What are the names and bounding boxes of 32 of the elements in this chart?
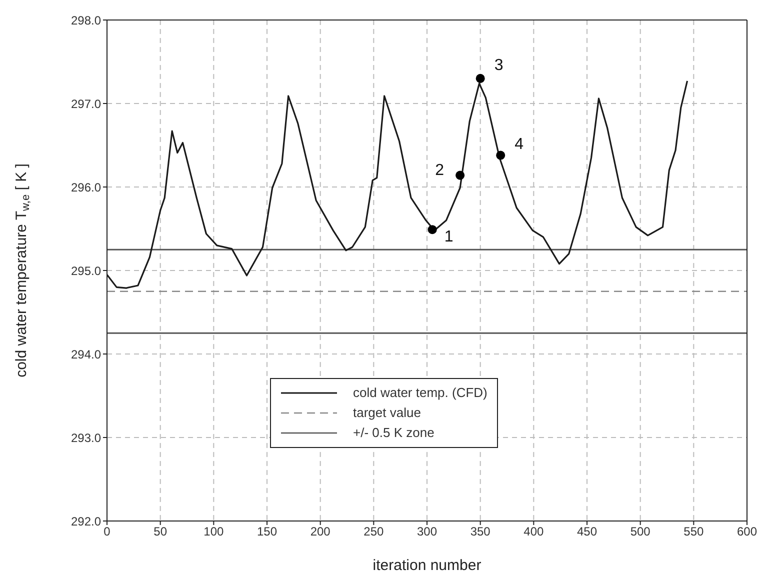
x-tick-label: 550 [684,524,704,539]
x-tick-label: 350 [470,524,491,539]
point [496,150,506,160]
y-tick-label: 296.0 [70,180,102,194]
annotation: 3 [494,57,504,74]
legend-label: +/- 0.5 K zone [352,424,436,442]
point [428,225,437,234]
x-tick-label: 150 [256,524,278,539]
x-tick-label: 0 [104,524,111,539]
x-tick-label: 50 [154,524,168,539]
x-tick-label: 600 [736,524,758,539]
x-tick-label: 200 [310,524,331,539]
y-tick-label: 297.0 [70,96,102,111]
x-tick-label: 300 [416,524,438,539]
annotation: 1 [444,228,454,246]
y-tick-label: 293.0 [70,430,102,445]
x-tick-label: 250 [364,524,384,539]
legend-label: cold water temp. (CFD) [352,384,488,402]
y-tick-label: 292.0 [70,514,102,528]
x-tick-label: 500 [630,524,651,539]
annotation: 4 [514,136,524,153]
x-tick-label: 100 [204,524,224,539]
x-axis-title: iteration number [372,557,482,574]
legend-label: target value [352,404,422,422]
annotation: 2 [435,162,444,179]
point [456,170,465,180]
point [476,74,485,83]
y-tick-label: 295.0 [70,264,102,278]
y-tick-label: 294.0 [70,347,102,362]
y-tick-label: 298.0 [70,13,102,28]
x-tick-label: 400 [524,524,544,539]
x-tick-label: 450 [576,524,598,539]
